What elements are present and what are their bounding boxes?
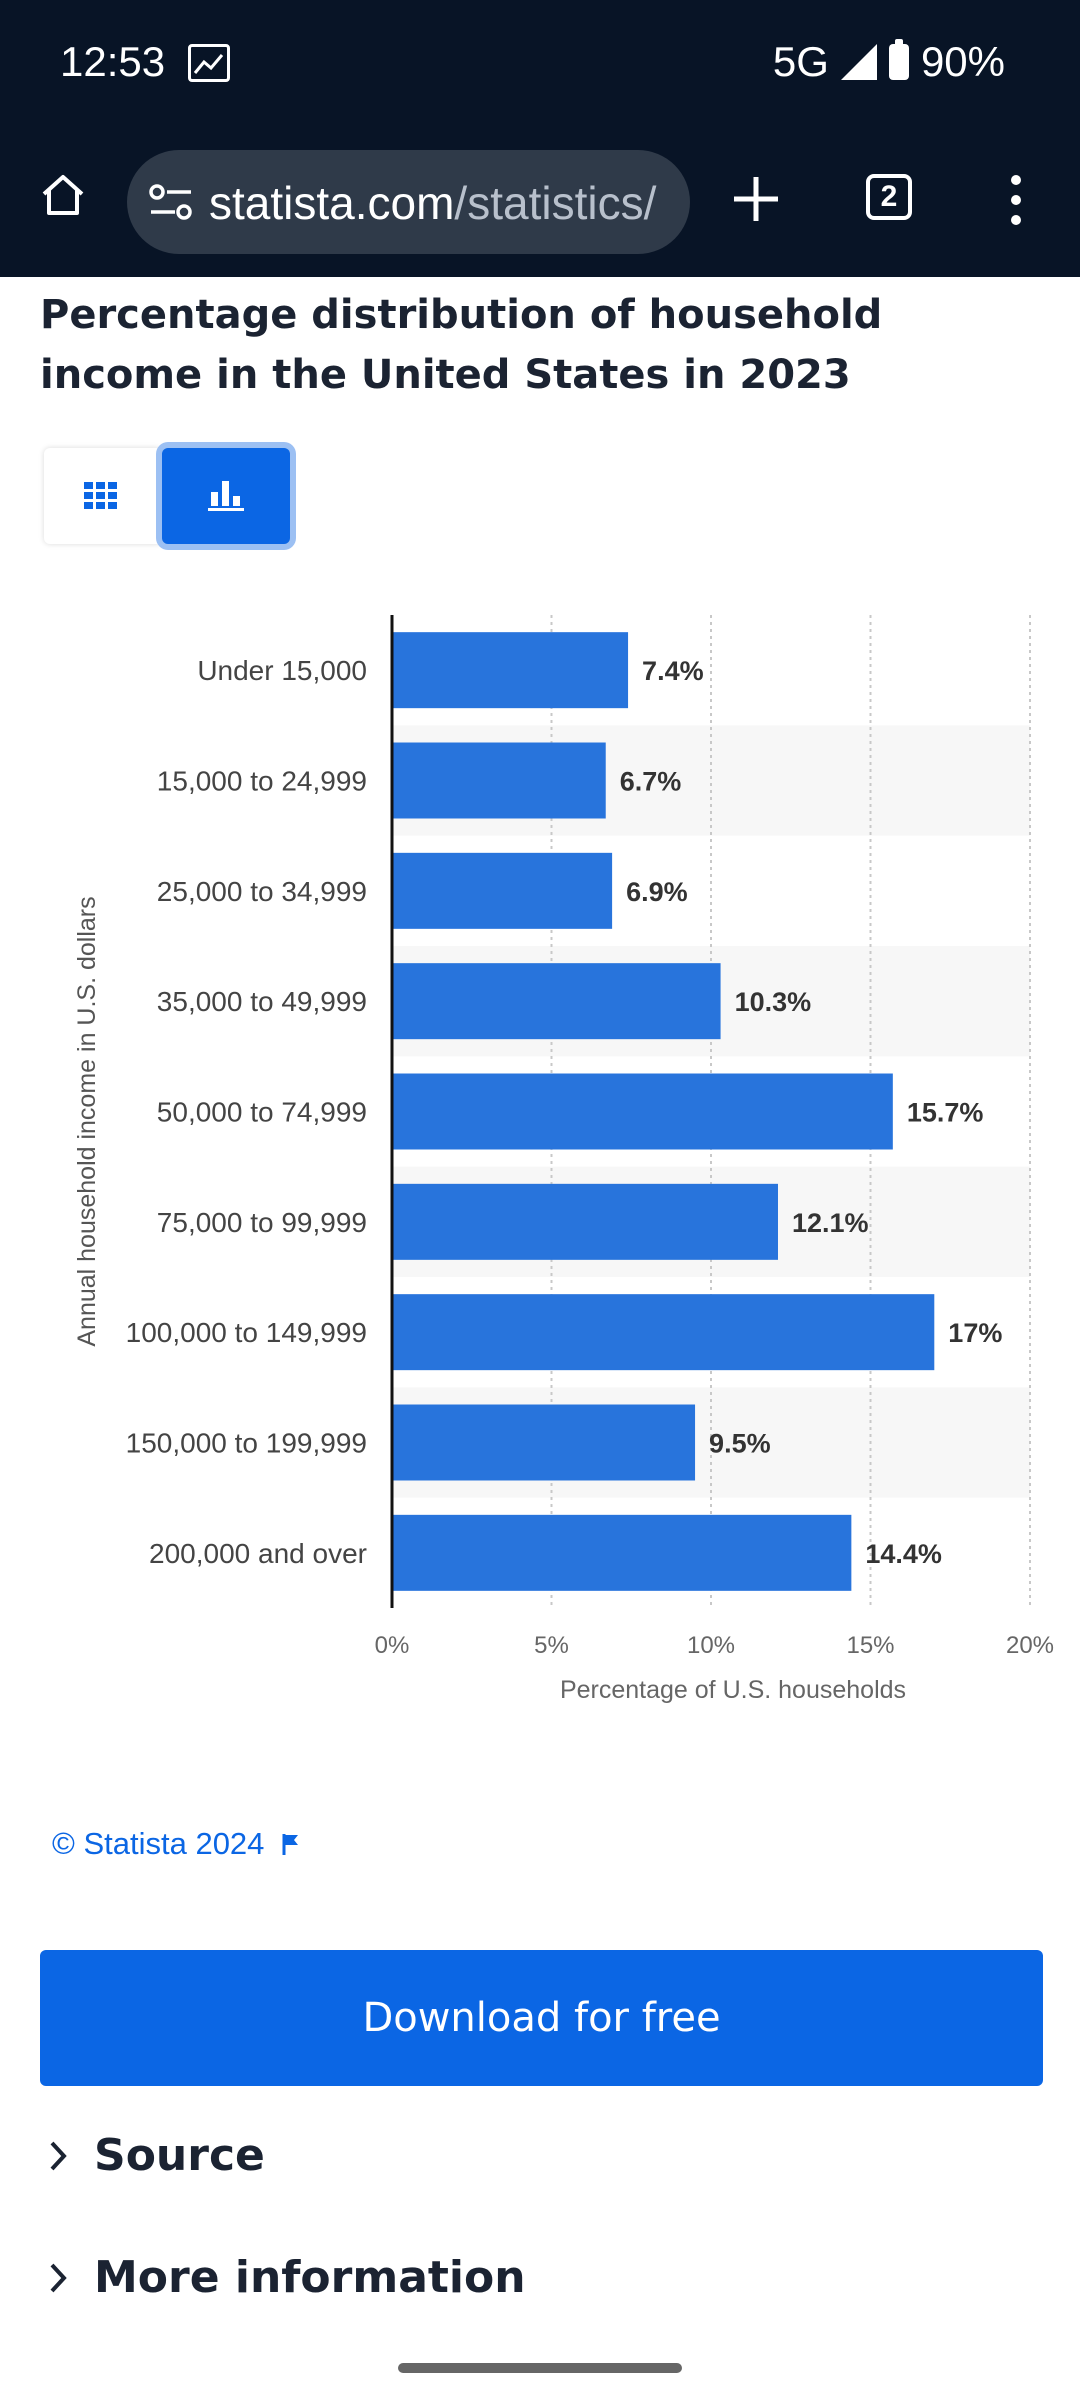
- url-domain: statista.com: [209, 177, 455, 229]
- y-axis-title: Annual household income in U.S. dollars: [73, 896, 101, 1346]
- value-label: 6.7%: [620, 767, 682, 797]
- x-tick-label: 20%: [1006, 1632, 1054, 1659]
- category-label: 150,000 to 199,999: [126, 1428, 367, 1459]
- chart: Under 15,000 7.4% 15,000 to 24,999 6.7% 25,0…: [0, 600, 1080, 1720]
- bar: [392, 1073, 893, 1150]
- chart-view-button[interactable]: [162, 448, 290, 544]
- bar: [392, 1514, 852, 1591]
- bar-chart-icon: [208, 481, 244, 511]
- bar: [392, 1183, 778, 1260]
- signal-icon: [840, 44, 877, 80]
- download-button[interactable]: Download for free: [40, 1950, 1043, 2086]
- category-label: Under 15,000: [197, 655, 367, 686]
- category-label: 200,000 and over: [149, 1538, 367, 1569]
- site-settings-icon[interactable]: [149, 182, 193, 222]
- category-label: 25,000 to 34,999: [157, 876, 367, 907]
- category-label: 50,000 to 74,999: [157, 1097, 367, 1128]
- more-information-accordion[interactable]: More information: [48, 2252, 526, 2303]
- value-label: 10.3%: [735, 987, 812, 1017]
- table-view-button[interactable]: [44, 448, 162, 544]
- url-text[interactable]: statista.com/statistics/: [209, 176, 656, 230]
- category-label: 75,000 to 99,999: [157, 1207, 367, 1238]
- x-tick-label: 10%: [687, 1632, 735, 1659]
- tab-switcher-button[interactable]: 2: [866, 174, 912, 220]
- value-label: 9.5%: [709, 1429, 771, 1459]
- x-tick-label: 15%: [846, 1632, 894, 1659]
- x-axis-title: Percentage of U.S. households: [560, 1676, 906, 1704]
- battery-icon: [888, 39, 909, 80]
- bar: [392, 1294, 935, 1371]
- copyright-text: © Statista 2024: [52, 1826, 265, 1861]
- bar: [392, 963, 721, 1040]
- x-tick-label: 5%: [534, 1632, 569, 1659]
- value-label: 6.9%: [626, 877, 688, 907]
- chevron-right-icon: [50, 2141, 67, 2170]
- source-accordion[interactable]: Source: [48, 2130, 265, 2181]
- value-label: 14.4%: [865, 1539, 942, 1569]
- bar-chart: Under 15,000 7.4% 15,000 to 24,999 6.7% 25,0…: [73, 615, 1054, 1704]
- home-indicator: [398, 2363, 682, 2373]
- bar: [392, 742, 606, 819]
- flag-icon[interactable]: [282, 1832, 300, 1856]
- home-icon[interactable]: [40, 172, 86, 218]
- category-label: 35,000 to 49,999: [157, 986, 367, 1017]
- more-options-icon[interactable]: [1010, 174, 1022, 226]
- url-bar[interactable]: statista.com/statistics/: [127, 150, 690, 254]
- category-label: 15,000 to 24,999: [157, 766, 367, 797]
- new-tab-icon[interactable]: [732, 175, 780, 223]
- page-title: Percentage distribution of household inc…: [40, 292, 883, 398]
- network-label: 5G: [772, 38, 829, 85]
- status-indicators: 5G 90%: [773, 38, 1005, 86]
- copyright-link[interactable]: © Statista 2024: [52, 1826, 300, 1862]
- grid-icon: [84, 482, 117, 509]
- source-label: Source: [94, 2130, 265, 2181]
- bar: [392, 852, 613, 929]
- category-label: 100,000 to 149,999: [126, 1317, 367, 1348]
- view-toggle: [44, 448, 294, 546]
- gallery-notification-icon: [188, 44, 230, 82]
- battery-level: 90%: [920, 38, 1005, 85]
- value-label: 7.4%: [642, 656, 704, 686]
- value-label: 15.7%: [907, 1098, 984, 1128]
- url-path: /statistics/: [454, 177, 657, 229]
- more-information-label: More information: [94, 2252, 526, 2303]
- bar: [392, 1404, 696, 1481]
- status-bar: 12:53 5G 90%: [0, 0, 1080, 130]
- chevron-right-icon: [50, 2263, 67, 2292]
- value-label: 12.1%: [792, 1208, 869, 1238]
- value-label: 17%: [948, 1318, 1002, 1348]
- browser-toolbar: statista.com/statistics/ 2: [0, 130, 1080, 277]
- x-tick-label: 0%: [375, 1632, 410, 1659]
- bar: [392, 632, 629, 709]
- status-time: 12:53: [60, 38, 166, 85]
